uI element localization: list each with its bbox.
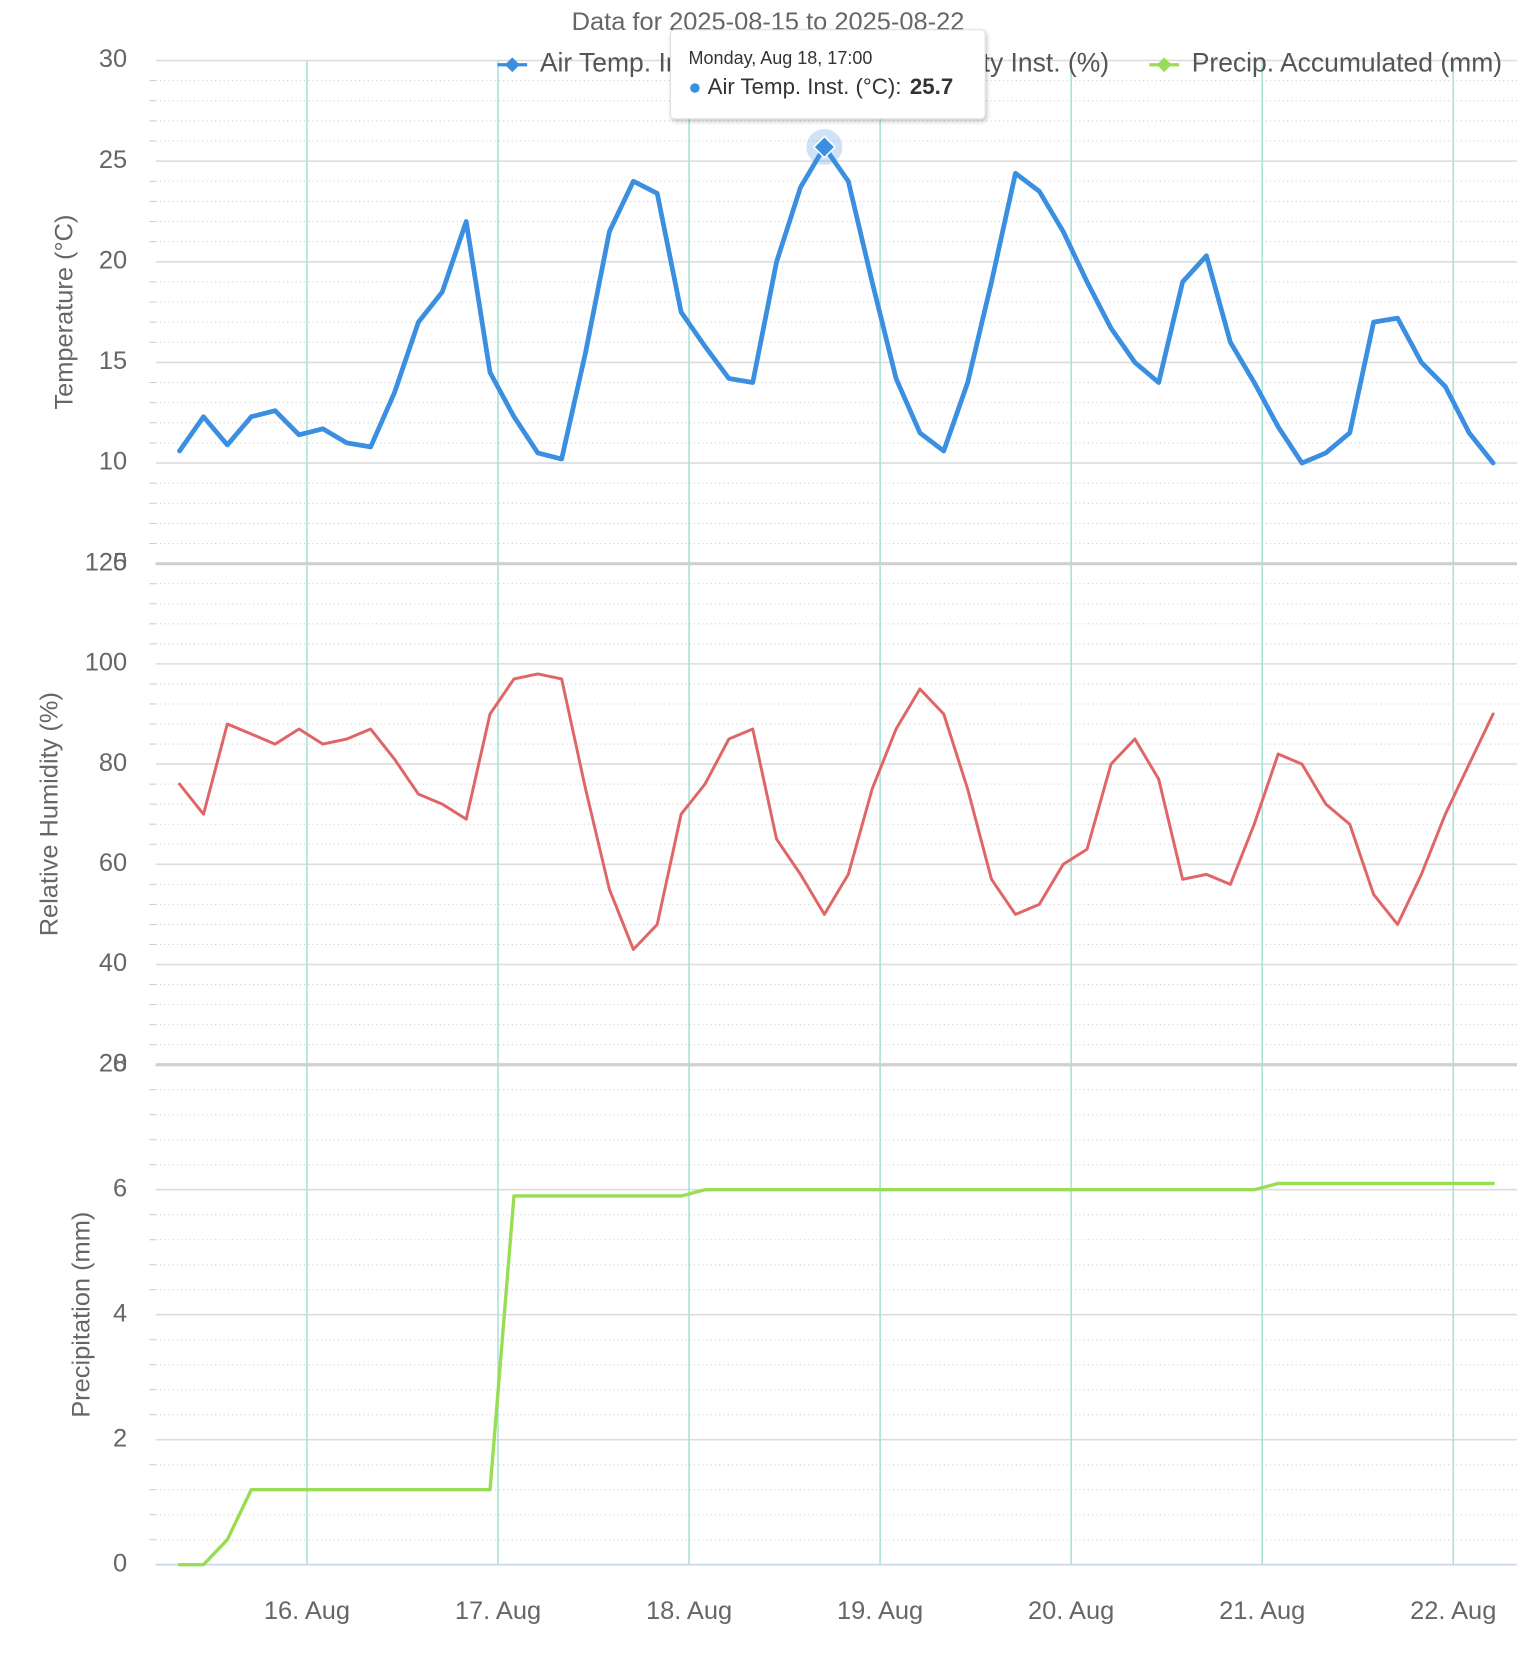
y-tick-label: 4 (113, 1299, 127, 1327)
series-layer (177, 129, 1496, 1567)
tooltip-header: Monday, Aug 18, 17:00 (689, 48, 873, 68)
y-tick-label: 60 (99, 849, 127, 877)
y-tick-label: 20 (99, 1049, 127, 1077)
y-tick-label: 8 (113, 1049, 127, 1077)
x-tick-label: 19. Aug (837, 1597, 923, 1625)
series-line (178, 672, 1495, 951)
y-tick-label: 40 (99, 949, 127, 977)
x-tick-label: 22. Aug (1410, 1597, 1496, 1625)
y-tick-label: 2 (113, 1424, 127, 1452)
x-tick-label: 20. Aug (1028, 1597, 1114, 1625)
legend: Precip. Accumulated (mm)Rel. Humidity In… (497, 48, 1502, 78)
series-line (177, 144, 1496, 466)
tooltip-box (670, 29, 986, 120)
hover-marker (812, 135, 837, 159)
y-tick-label: 120 (85, 548, 127, 576)
legend-label: Precip. Accumulated (mm) (1192, 48, 1502, 78)
y-tick-label: 15 (99, 347, 127, 375)
y-tick-label: 100 (85, 649, 127, 677)
y-tick-label: 30 (99, 45, 127, 73)
y-tick-label: 10 (99, 448, 127, 476)
legend-marker (504, 57, 520, 73)
x-tick-label: 18. Aug (646, 1597, 732, 1625)
y-axis-title: Relative Humidity (%) (36, 692, 64, 936)
y-tick-label: 20 (99, 246, 127, 274)
legend-marker (1156, 57, 1172, 73)
x-tick-label: 17. Aug (455, 1597, 541, 1625)
y-tick-label: 5 (113, 548, 127, 576)
tooltip: Monday, Aug 18, 17:00 Air Temp. Inst. (°C… (670, 29, 986, 120)
series-line (177, 1181, 1495, 1567)
y-axis-title: Precipitation (mm) (67, 1212, 95, 1418)
tooltip-label: Air Temp. Inst. (°C): (708, 74, 902, 99)
x-tick-label: 16. Aug (264, 1597, 350, 1625)
tooltip-value: 25.7 (910, 74, 953, 99)
y-tick-label: 6 (113, 1174, 127, 1202)
y-axis-title: Temperature (°C) (50, 215, 78, 410)
y-tick-label: 0 (113, 1549, 127, 1577)
y-tick-label: 80 (99, 749, 127, 777)
tooltip-dot (690, 83, 700, 93)
x-tick-label: 21. Aug (1219, 1597, 1305, 1625)
y-tick-label: 25 (99, 146, 127, 174)
